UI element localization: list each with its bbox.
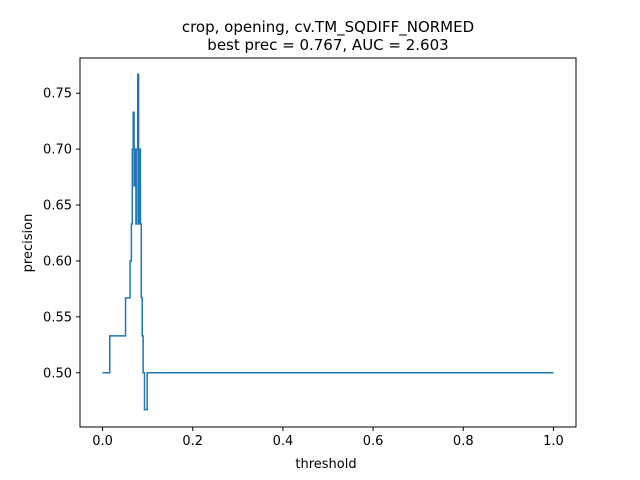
y-tick-label: 0.60 [43,254,72,269]
plot-area-frame [79,57,577,428]
y-tick-label: 0.65 [43,199,72,214]
x-axis-ticks: 0.0 0.2 0.4 0.6 0.8 1.0 [92,427,564,449]
x-tick-label: 0.2 [182,434,203,449]
x-axis-label: threshold [295,457,356,472]
series-layer [102,73,554,411]
y-tick-label: 0.75 [43,87,72,102]
y-axis-ticks: 0.50 0.55 0.60 0.65 0.70 0.75 [43,87,80,381]
series-line-0 [102,73,554,411]
chart-title-line-2: best prec = 0.767, AUC = 2.603 [207,36,448,54]
y-tick-label: 0.55 [43,310,72,325]
y-tick-label: 0.50 [43,366,72,381]
x-tick-label: 1.0 [543,434,564,449]
x-tick-label: 0.4 [273,434,294,449]
x-tick-label: 0.6 [363,434,384,449]
x-tick-label: 0.8 [453,434,474,449]
chart-title-line-1: crop, opening, cv.TM_SQDIFF_NORMED [182,18,474,37]
y-axis-label: precision [21,214,36,273]
x-tick-label: 0.0 [92,434,113,449]
y-tick-label: 0.70 [43,143,72,158]
